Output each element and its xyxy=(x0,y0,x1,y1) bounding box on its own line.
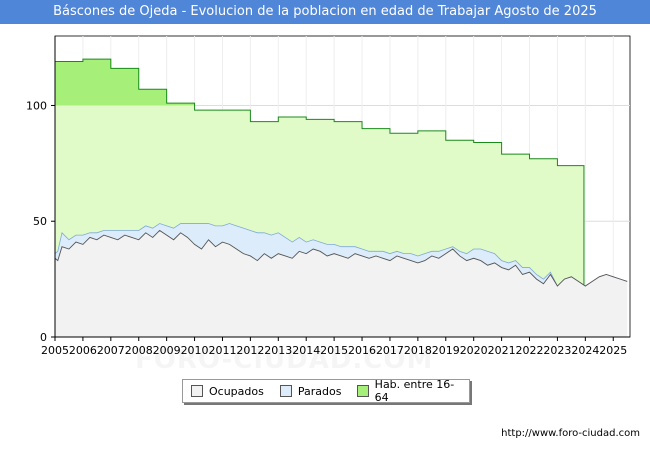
x-tick-label: 2017 xyxy=(376,344,404,357)
legend-item-hab: Hab. entre 16-64 xyxy=(357,378,461,404)
legend: Ocupados Parados Hab. entre 16-64 xyxy=(182,378,470,404)
line-parados xyxy=(54,223,628,287)
legend-swatch-ocupados xyxy=(191,385,203,397)
x-tick-label: 2014 xyxy=(292,344,320,357)
x-tick-label: 2015 xyxy=(320,344,348,357)
line-ocupados xyxy=(54,229,628,287)
y-tick-label: 50 xyxy=(33,215,47,228)
legend-item-ocupados: Ocupados xyxy=(191,385,264,398)
legend-item-parados: Parados xyxy=(279,384,342,398)
x-tick-label: 2007 xyxy=(97,344,125,357)
area-ocupados xyxy=(55,230,628,337)
area-hab-top xyxy=(55,59,195,106)
line-hab xyxy=(55,58,585,287)
x-tick-label: 2022 xyxy=(516,344,544,357)
y-tick-label: 0 xyxy=(40,331,47,344)
x-tick-label: 2020 xyxy=(460,344,488,357)
source-url: http://www.foro-ciudad.com xyxy=(501,428,640,439)
x-tick-label: 2019 xyxy=(432,344,460,357)
area-parados xyxy=(55,223,628,287)
x-tick-label: 2005 xyxy=(41,344,69,357)
x-tick-label: 2013 xyxy=(264,344,292,357)
x-tick-label: 2006 xyxy=(69,344,97,357)
x-tick-label: 2016 xyxy=(348,344,376,357)
x-tick-label: 2024 xyxy=(571,344,599,357)
series-areas xyxy=(54,58,628,338)
x-tick-label: 2025 xyxy=(599,344,627,357)
chart-title: Báscones de Ojeda - Evolucion de la pobl… xyxy=(0,0,650,24)
legend-swatch-parados xyxy=(279,385,292,397)
watermark: FORO-CIUDAD.COM xyxy=(135,345,433,375)
legend-swatch-hab xyxy=(357,385,369,397)
x-tick-label: 2009 xyxy=(153,344,181,357)
x-tick-label: 2011 xyxy=(208,344,236,357)
legend-label-ocupados: Ocupados xyxy=(209,384,264,398)
x-tick-label: 2021 xyxy=(488,344,516,357)
legend-label-hab: Hab. entre 16-64 xyxy=(374,378,455,404)
x-tick-label: 2018 xyxy=(404,344,432,357)
x-tick-label: 2008 xyxy=(125,344,153,357)
y-tick-label: 100 xyxy=(26,99,47,112)
x-tick-label: 2012 xyxy=(236,344,264,357)
x-tick-label: 2023 xyxy=(543,344,571,357)
legend-label-parados: Parados xyxy=(297,384,342,398)
x-tick-label: 2010 xyxy=(181,344,209,357)
